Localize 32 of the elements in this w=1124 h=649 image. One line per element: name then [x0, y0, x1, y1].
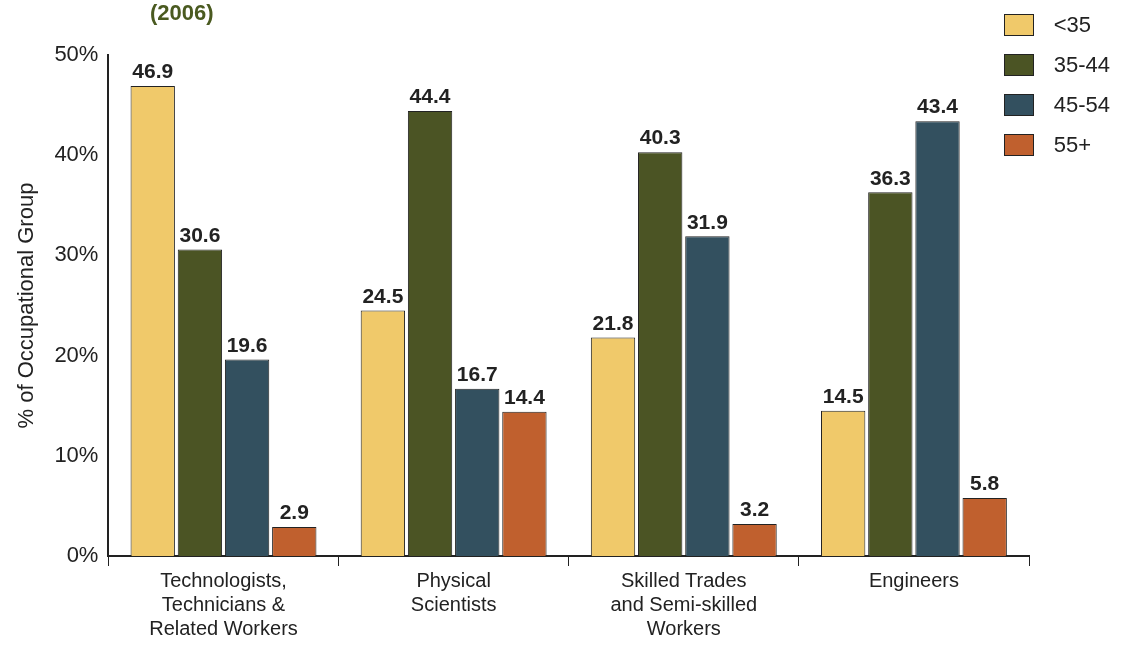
data-label: 3.2 — [739, 497, 770, 521]
data-label: 40.3 — [639, 125, 681, 149]
x-tick-label: Physical Scientists — [410, 568, 497, 615]
data-label: 16.7 — [456, 361, 498, 385]
data-label: 36.3 — [869, 165, 911, 189]
legend-label: <35 — [1053, 12, 1092, 38]
data-label: 2.9 — [279, 500, 309, 524]
x-tick-label: Engineers — [868, 568, 959, 591]
x-tick-label: Skilled Trades and Semi-skilled Workers — [610, 568, 758, 639]
legend-label: 55+ — [1053, 132, 1092, 158]
data-label: 31.9 — [686, 209, 728, 233]
y-tick-label: 0% — [66, 542, 99, 568]
data-label: 43.4 — [917, 94, 959, 118]
x-tick-label: Technologists, Technicians & Related Workers — [149, 568, 298, 639]
y-tick-label: 50% — [54, 41, 99, 67]
legend-label: 35-44 — [1053, 52, 1110, 78]
y-tick-label: 10% — [54, 441, 99, 467]
y-axis-title: % of Occupational Group — [13, 182, 39, 429]
data-label: 44.4 — [409, 84, 451, 108]
data-label: 14.5 — [822, 384, 864, 408]
y-tick-label: 30% — [54, 241, 99, 267]
legend-label: 45-54 — [1053, 92, 1110, 118]
y-tick-label: 20% — [54, 341, 99, 367]
data-label: 21.8 — [592, 310, 634, 334]
data-label: 24.5 — [362, 283, 404, 307]
data-label: 46.9 — [132, 59, 174, 83]
y-tick-label: 40% — [54, 141, 99, 167]
data-label: 19.6 — [226, 332, 268, 356]
data-label: 5.8 — [970, 471, 1000, 495]
data-label: 30.6 — [179, 222, 221, 246]
data-label: 14.4 — [503, 385, 546, 409]
chart-title: (2006) — [150, 0, 214, 26]
